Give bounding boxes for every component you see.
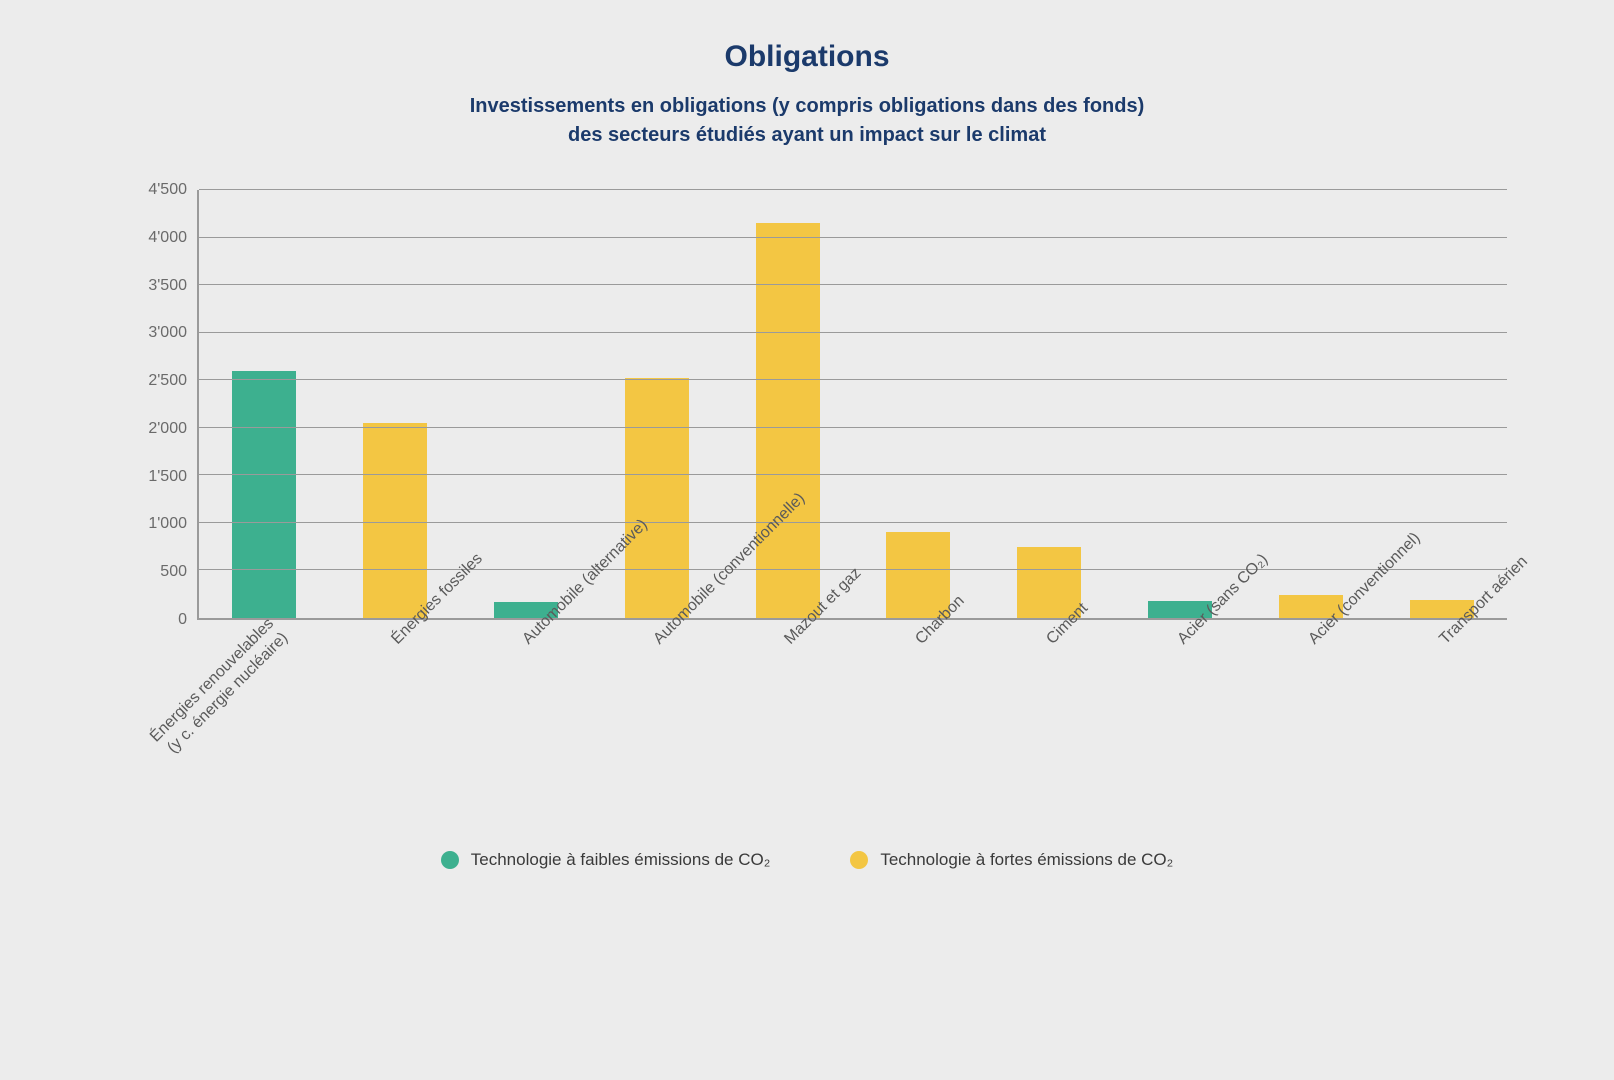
bar	[625, 378, 689, 618]
bar-slot	[1245, 190, 1376, 618]
y-axis: 05001'0001'5002'0002'5003'0003'5004'0004…	[107, 190, 197, 620]
plot-area: 05001'0001'5002'0002'5003'0003'5004'0004…	[107, 190, 1507, 620]
x-label-slot: Automobile (conventionnelle)	[590, 620, 721, 840]
y-axis-tick: 3'500	[148, 277, 187, 295]
x-label-slot: Énergies fossiles	[328, 620, 459, 840]
x-label-slot: Mazout et gaz	[721, 620, 852, 840]
gridline	[199, 189, 1507, 190]
chart-subtitle-line-2: des secteurs étudiés ayant un impact sur…	[568, 124, 1046, 146]
y-axis-tick: 4'000	[148, 229, 187, 247]
bar-slot	[199, 190, 330, 618]
bar	[756, 223, 820, 618]
gridline	[199, 237, 1507, 238]
gridline	[199, 427, 1507, 428]
x-label-slot: Acier (conventionnel)	[1245, 620, 1376, 840]
y-axis-tick: 4'500	[148, 181, 187, 199]
gridline	[199, 332, 1507, 333]
y-axis-tick: 1'000	[148, 515, 187, 533]
bar-slot	[853, 190, 984, 618]
y-axis-tick: 2'500	[148, 372, 187, 390]
x-label-slot: Acier (sans CO₂)	[1114, 620, 1245, 840]
legend-item: Technologie à faibles émissions de CO₂	[441, 850, 771, 870]
legend-item: Technologie à fortes émissions de CO₂	[850, 850, 1173, 870]
chart-subtitle: Investissements en obligations (y compri…	[107, 92, 1507, 150]
bars-container	[197, 190, 1507, 620]
legend-swatch	[441, 851, 459, 869]
y-axis-tick: 1'500	[148, 468, 187, 486]
chart-title: Obligations	[107, 40, 1507, 74]
x-label-slot: Charbon	[852, 620, 983, 840]
x-label-slot: Transport aérien	[1376, 620, 1507, 840]
x-axis-label: Énergies renouvelables(y c. énergie nucl…	[101, 614, 292, 805]
legend: Technologie à faibles émissions de CO₂ Te…	[107, 850, 1507, 870]
y-axis-tick: 3'000	[148, 324, 187, 342]
bar	[232, 371, 296, 618]
legend-label: Technologie à fortes émissions de CO₂	[880, 850, 1173, 870]
gridline	[199, 474, 1507, 475]
obligations-bar-chart: Obligations Investissements en obligatio…	[107, 40, 1507, 870]
bar-slot	[330, 190, 461, 618]
y-axis-tick: 500	[160, 563, 187, 581]
x-axis-labels: Énergies renouvelables(y c. énergie nucl…	[197, 620, 1507, 840]
x-label-slot: Énergies renouvelables(y c. énergie nucl…	[197, 620, 328, 840]
legend-label: Technologie à faibles émissions de CO₂	[471, 850, 771, 870]
gridline	[199, 284, 1507, 285]
bar	[886, 532, 950, 618]
gridline	[199, 522, 1507, 523]
x-label-slot: Ciment	[983, 620, 1114, 840]
gridline	[199, 379, 1507, 380]
y-axis-tick: 2'000	[148, 420, 187, 438]
bar	[363, 423, 427, 618]
x-label-slot: Automobile (alternative)	[459, 620, 590, 840]
bar-slot	[1115, 190, 1246, 618]
legend-swatch	[850, 851, 868, 869]
y-axis-tick: 0	[178, 611, 187, 629]
chart-subtitle-line-1: Investissements en obligations (y compri…	[470, 95, 1145, 117]
bar-slot	[461, 190, 592, 618]
bar-slot	[984, 190, 1115, 618]
